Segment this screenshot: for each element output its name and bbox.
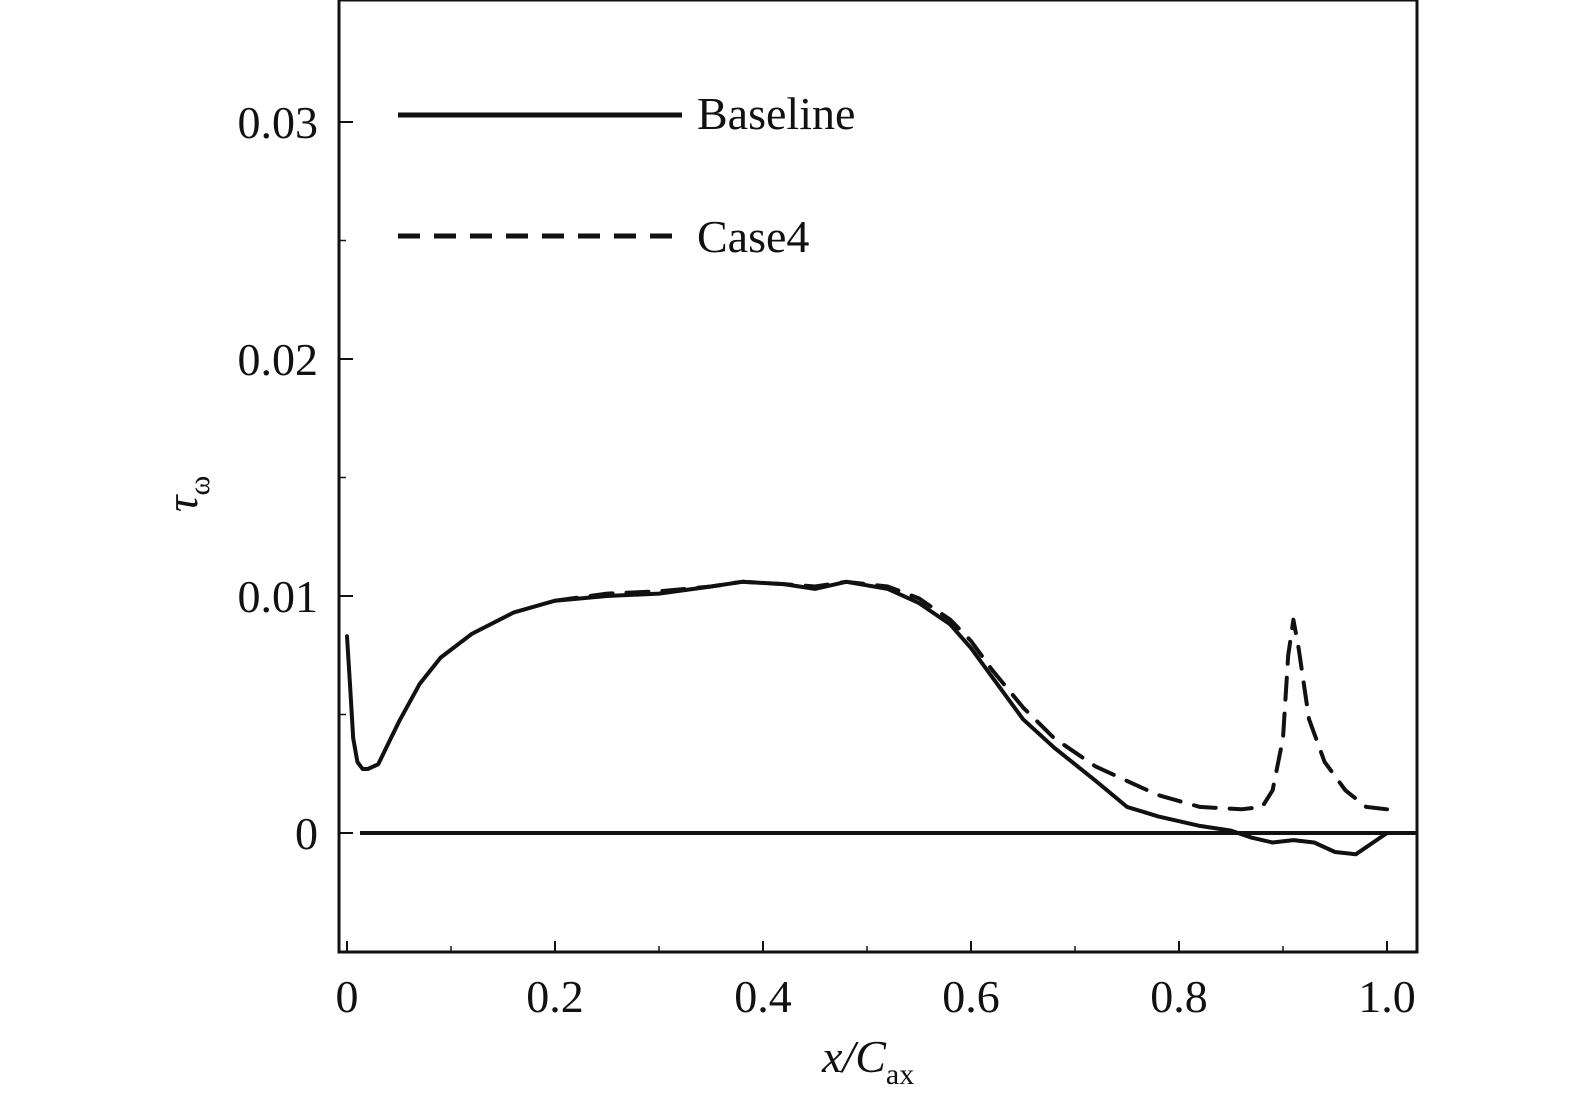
- legend-label-baseline: Baseline: [697, 88, 855, 139]
- x-axis-title-main: x/C: [821, 1031, 887, 1082]
- x-tick-label: 1.0: [1358, 971, 1416, 1022]
- legend: Baseline Case4: [398, 88, 855, 262]
- y-tick-label: 0.01: [238, 571, 319, 622]
- y-axis-title-subscript: ω: [183, 476, 216, 496]
- x-tick-label: 0.2: [526, 971, 584, 1022]
- series-group: [345, 579, 1389, 857]
- y-tick-label: 0.03: [238, 97, 319, 148]
- y-tick-label: 0: [295, 808, 318, 859]
- y-axis-title-main: τ: [156, 494, 207, 512]
- x-axis-title: x/Cax: [821, 1031, 914, 1091]
- axis-titles: x/Cax τω: [156, 476, 914, 1091]
- y-tick-label: 0.02: [238, 334, 319, 385]
- y-axis-title: τω: [156, 476, 216, 512]
- y-axis-ticks: 0 0.01 0.02 0.03: [238, 97, 353, 859]
- x-axis-title-subscript: ax: [886, 1058, 914, 1091]
- series-line-case4: [553, 579, 1389, 812]
- plot-border: [337, 0, 1419, 954]
- x-tick-label: 0: [336, 971, 359, 1022]
- x-tick-label: 0.8: [1150, 971, 1208, 1022]
- plot-frame: [337, 0, 1419, 954]
- x-axis-ticks: 0 0.2 0.4 0.6 0.8 1.0: [336, 941, 1416, 1022]
- x-tick-label: 0.4: [734, 971, 792, 1022]
- x-tick-label: 0.6: [942, 971, 1000, 1022]
- legend-label-case4: Case4: [697, 211, 809, 262]
